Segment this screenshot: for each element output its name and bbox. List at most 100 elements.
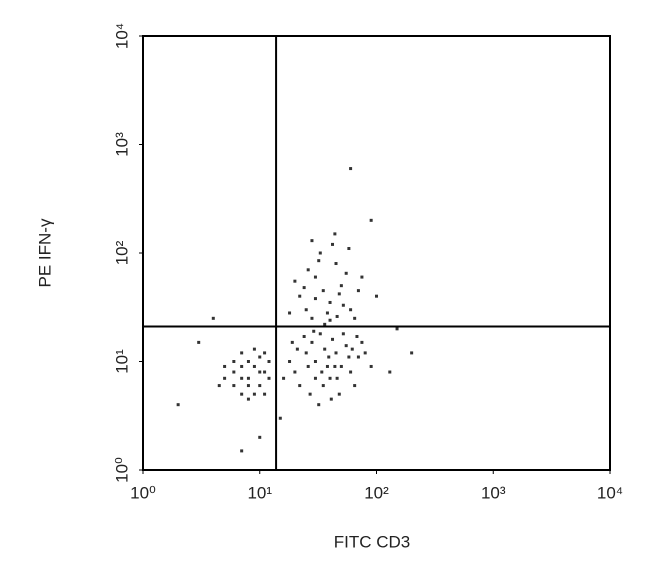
x-tick-label: 10⁴ — [597, 483, 623, 502]
dot — [306, 268, 310, 272]
x-axis-label: FITC CD3 — [334, 532, 411, 551]
dot — [246, 376, 250, 380]
dot — [347, 355, 351, 359]
dot — [302, 286, 306, 290]
dot — [263, 351, 267, 355]
dot — [353, 384, 357, 388]
dot — [312, 329, 316, 333]
dot — [306, 364, 310, 368]
dot — [410, 351, 414, 355]
dot — [232, 370, 236, 374]
dot — [318, 251, 322, 255]
dot — [258, 384, 262, 388]
dot — [252, 364, 256, 368]
dot — [355, 334, 359, 338]
dot — [295, 347, 299, 351]
y-tick-label: 10¹ — [112, 349, 131, 374]
dot — [341, 332, 345, 336]
dot — [344, 271, 348, 275]
dot — [341, 303, 345, 307]
dot — [321, 289, 325, 293]
dot — [339, 364, 343, 368]
dot — [356, 289, 360, 293]
dot — [310, 239, 314, 243]
dot — [252, 392, 256, 396]
dot — [246, 384, 250, 388]
dot — [349, 308, 353, 312]
dot — [323, 322, 327, 326]
dot — [334, 351, 338, 355]
dot — [288, 311, 292, 315]
y-tick-label: 10³ — [112, 132, 131, 157]
dot — [240, 364, 244, 368]
dot — [333, 364, 337, 368]
dot — [240, 376, 244, 380]
dot — [328, 300, 332, 304]
dot — [323, 347, 327, 351]
dot — [313, 360, 317, 363]
dot — [337, 392, 341, 396]
dot — [298, 384, 302, 388]
dot — [252, 347, 256, 351]
dot — [328, 318, 332, 322]
dot — [347, 247, 351, 251]
dot — [318, 332, 322, 336]
dot — [211, 316, 215, 320]
dot — [353, 316, 357, 320]
dot — [310, 316, 314, 320]
x-tick-label: 10² — [364, 483, 389, 502]
dot — [331, 242, 335, 246]
dot — [335, 314, 339, 318]
dot — [263, 370, 267, 374]
dot — [363, 351, 367, 355]
dot — [258, 435, 262, 439]
dot — [267, 360, 271, 363]
dot — [369, 218, 373, 222]
dot — [325, 364, 329, 368]
dot — [176, 403, 180, 407]
dot — [293, 370, 297, 374]
dot — [223, 376, 227, 380]
dot — [327, 355, 331, 359]
dot — [304, 308, 308, 312]
dot — [313, 297, 317, 301]
dot — [288, 360, 292, 363]
dot — [232, 360, 236, 363]
y-tick-label: 10⁴ — [112, 23, 131, 49]
dot — [335, 376, 339, 380]
dot — [313, 376, 317, 380]
dot — [349, 167, 353, 171]
dot — [240, 392, 244, 396]
dot — [334, 262, 338, 266]
dot — [240, 351, 244, 355]
dot — [317, 259, 321, 263]
dot — [337, 292, 341, 296]
dot — [304, 351, 308, 355]
dot — [298, 294, 302, 298]
dot — [278, 416, 282, 420]
dot — [217, 384, 221, 388]
dot — [267, 376, 271, 380]
dot — [317, 403, 321, 407]
dot — [246, 360, 250, 363]
dot — [240, 449, 244, 453]
dot — [246, 397, 250, 401]
dot — [310, 340, 314, 344]
dot — [350, 347, 354, 351]
dot — [331, 337, 335, 341]
dot — [388, 370, 392, 374]
x-tick-label: 10⁰ — [130, 483, 156, 502]
y-tick-label: 10² — [112, 240, 131, 265]
dot — [263, 392, 267, 396]
dot — [360, 275, 364, 279]
dot — [232, 384, 236, 388]
y-tick-label: 10⁰ — [112, 457, 131, 483]
x-tick-label: 10¹ — [247, 483, 272, 502]
dot — [375, 294, 378, 298]
y-axis-label: PE IFN-γ — [35, 218, 54, 287]
dot — [395, 327, 399, 331]
dot — [320, 370, 324, 374]
dot — [356, 355, 360, 359]
x-tick-label: 10³ — [481, 483, 506, 502]
